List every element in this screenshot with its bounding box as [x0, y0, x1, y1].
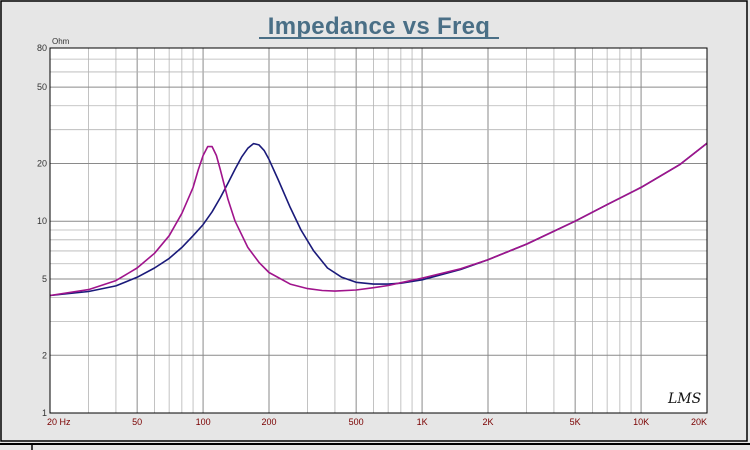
series-group — [49, 142, 708, 297]
x-tick-label: 10K — [633, 417, 649, 427]
x-tick-label: 20 Hz — [47, 417, 71, 427]
x-tick-label: 500 — [349, 417, 364, 427]
plot-area — [50, 48, 707, 413]
y-tick-label: 1 — [42, 408, 47, 418]
chart-title: Impedance vs Freq — [268, 13, 491, 40]
y-tick-label: 2 — [42, 350, 47, 360]
y-tick-label: 5 — [42, 274, 47, 284]
x-tick-label: 20K — [691, 417, 707, 427]
y-unit-label: Ohm — [52, 37, 70, 46]
x-tick-label: 200 — [261, 417, 276, 427]
lms-watermark: LMS — [667, 391, 701, 407]
series-line-2 — [49, 142, 708, 297]
grid — [49, 47, 708, 414]
y-tick-label: 80 — [37, 43, 47, 53]
x-tick-labels: 20 Hz 50 100 200 500 1K 2K 5K 10K 20K — [47, 417, 707, 427]
x-tick-label: 1K — [417, 417, 428, 427]
y-tick-labels: 80 50 20 10 5 2 1 — [37, 43, 47, 418]
plot-border — [49, 47, 708, 414]
x-tick-label: 50 — [132, 417, 142, 427]
y-tick-label: 20 — [37, 159, 47, 169]
x-tick-label: 100 — [196, 417, 211, 427]
y-tick-label: 10 — [37, 216, 47, 226]
x-tick-label: 5K — [570, 417, 581, 427]
x-tick-label: 2K — [482, 417, 493, 427]
y-tick-label: 50 — [37, 82, 47, 92]
